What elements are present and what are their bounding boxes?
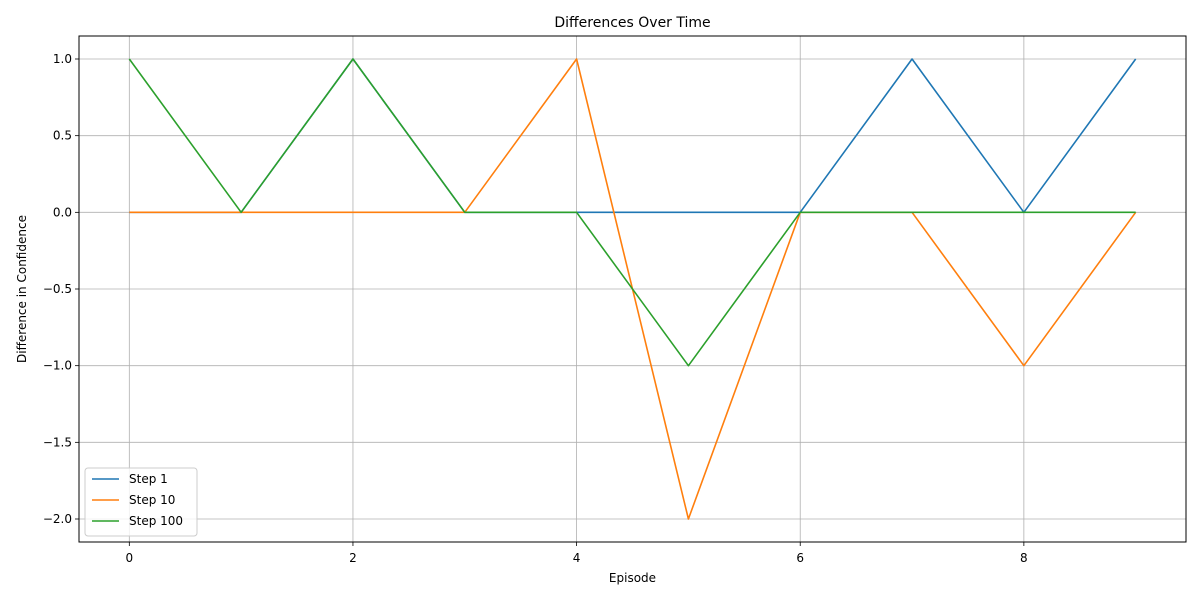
x-tick-label: 2 — [349, 551, 357, 565]
y-tick-label: 0.5 — [53, 129, 72, 143]
legend-label: Step 1 — [129, 472, 168, 486]
series-line-step-100 — [128, 58, 1136, 367]
y-tick-label: −2.0 — [43, 512, 72, 526]
y-axis-label: Difference in Confidence — [15, 215, 29, 363]
y-tick-label: 1.0 — [53, 52, 72, 66]
series-lines — [128, 58, 1137, 520]
chart-title: Differences Over Time — [554, 15, 710, 31]
y-tick-label: −1.0 — [43, 359, 72, 373]
x-tick-label: 4 — [573, 551, 581, 565]
legend-label: Step 10 — [129, 493, 175, 507]
legend: Step 1 Step 10 Step 100 — [84, 467, 198, 537]
y-tick-label: −1.5 — [43, 435, 72, 449]
x-tick-label: 6 — [796, 551, 804, 565]
y-tick-label: 0.0 — [53, 205, 72, 219]
legend-label: Step 100 — [129, 514, 183, 528]
legend-box — [84, 467, 198, 537]
axis-ticks: 0 2 4 6 8 1.0 0.5 0.0 −0.5 −1.0 −1.5 −2.0 — [43, 52, 1028, 565]
y-tick-label: −0.5 — [43, 282, 72, 296]
x-tick-label: 0 — [125, 551, 133, 565]
x-tick-label: 8 — [1020, 551, 1028, 565]
x-axis-label: Episode — [609, 571, 656, 585]
